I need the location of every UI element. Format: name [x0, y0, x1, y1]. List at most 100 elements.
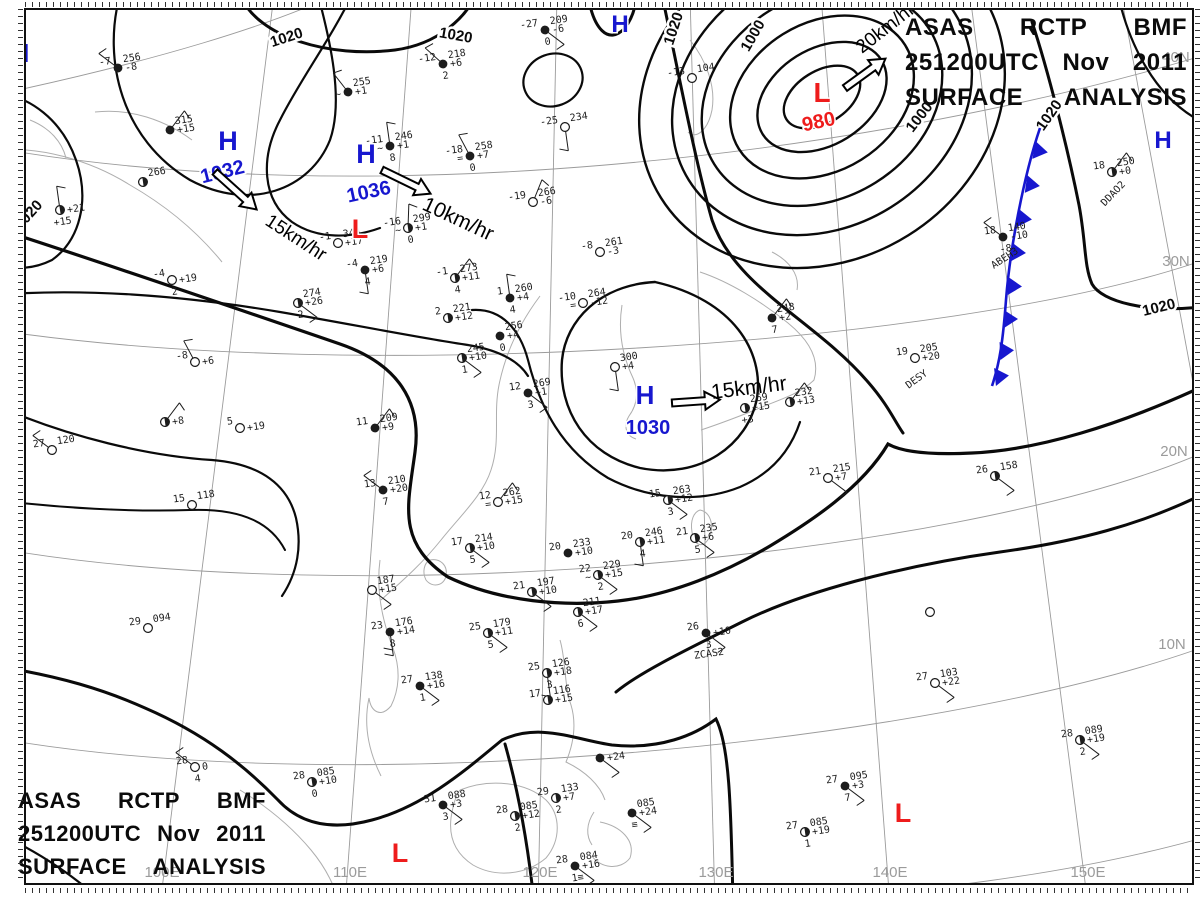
- station-symbol-half-fill: [555, 793, 561, 803]
- wind-barb-tick: [384, 653, 394, 657]
- station-pressure: 258: [474, 140, 493, 153]
- title-line: SURFACE ANALYSIS: [18, 854, 266, 880]
- station-symbol-open: [186, 499, 198, 511]
- parallel-line: [25, 650, 1193, 766]
- longitude-label: 120E: [522, 864, 557, 881]
- station-plot: 22 229 ~ +152: [578, 559, 624, 595]
- station-temp: 18: [1092, 160, 1105, 173]
- coastline: [25, 149, 223, 263]
- station-pressure: 260: [514, 282, 533, 295]
- station-symbol-filled: [495, 331, 505, 341]
- longitude-label: 150E: [1070, 864, 1105, 881]
- station-symbol-open: [166, 274, 178, 286]
- cold-front: [990, 127, 1048, 387]
- station-symbol-filled: [438, 800, 448, 810]
- small-oval-isobar: [522, 52, 584, 108]
- station-dewpoint: -6: [551, 23, 564, 36]
- station-pressure: 085: [316, 766, 335, 779]
- station-temp: 28: [555, 854, 568, 867]
- right-tick-marks: [1195, 9, 1200, 884]
- station-pressure: 215: [832, 462, 851, 475]
- wind-barb-tick: [589, 626, 598, 632]
- station-pressure: 256: [504, 320, 523, 333]
- station-plot: 27 120: [32, 430, 76, 456]
- station-pressure: 085: [636, 797, 655, 810]
- coastline: [687, 39, 714, 136]
- station-temp: 27: [825, 774, 838, 787]
- pressure-center-H: H: [218, 126, 238, 156]
- station-symbol-half-fill: [531, 587, 537, 597]
- station-dewpoint: +22: [941, 676, 960, 689]
- station-low-value: 5: [487, 639, 495, 651]
- isobar: [25, 236, 1193, 605]
- cold-front-line: [990, 127, 1042, 387]
- meridian-line: [537, 9, 558, 884]
- title-line: 251200UTC Nov 2011: [18, 821, 266, 847]
- coastline: [94, 110, 193, 141]
- station-plot: -8 +6: [175, 338, 215, 368]
- station-plot: -4 219+64: [345, 254, 389, 295]
- station-weather: ~: [377, 143, 385, 155]
- station-low-value: 2: [297, 309, 305, 321]
- station-dewpoint: +15: [176, 123, 195, 136]
- station-pressure: 084: [579, 850, 598, 863]
- station-temp: 27: [915, 671, 928, 684]
- wind-barb-tick: [946, 697, 955, 703]
- wind-barb-tick: [1091, 754, 1100, 760]
- station-temp: 28: [1060, 728, 1073, 741]
- station-pressure: 104: [696, 62, 715, 75]
- isobar: [25, 845, 84, 884]
- station-ship-name: DESY: [904, 368, 930, 391]
- station-symbol-half-fill: [744, 403, 750, 413]
- station-dewpoint: +10: [468, 351, 487, 364]
- station-temp: 21: [808, 466, 821, 479]
- station-plot: 17 214+105: [450, 532, 496, 568]
- station-pressure: 221: [452, 302, 471, 315]
- station-dewpoint: +13: [796, 395, 815, 408]
- title-word: BMF: [1133, 14, 1187, 41]
- station-plot: 28 084+161≡: [555, 850, 601, 884]
- wind-barb-tick: [556, 44, 565, 50]
- station-low-value: 6: [577, 618, 585, 630]
- station-dewpoint: +12: [521, 809, 540, 822]
- coastline: [450, 782, 558, 874]
- station-dewpoint: +24: [638, 806, 657, 819]
- station-pressure: 344: [342, 227, 361, 240]
- station-low-value: 0: [311, 788, 319, 800]
- title-word: Nov: [1062, 49, 1110, 76]
- axis-label-layer: 100E 110E 120E 130E 140E 150E 40N 30N 20N 10N: [144, 49, 1189, 881]
- station-plot: 085+24≡: [627, 797, 658, 833]
- station-plot: 211+176: [572, 596, 604, 632]
- isobar: [112, 9, 337, 196]
- station-symbol-open: [46, 444, 58, 456]
- station-pressure: 197: [536, 576, 555, 589]
- station-plot: -18 258 = +70: [444, 132, 494, 174]
- station-pressure: 266: [147, 166, 166, 179]
- station-temp: 28: [292, 770, 305, 783]
- coastline: [771, 251, 798, 291]
- station-low-value: 3: [667, 506, 675, 518]
- station-dewpoint: +4: [506, 329, 519, 342]
- station-temp: 28: [175, 755, 188, 768]
- cold-front-triangle: [1024, 175, 1040, 193]
- station-low-value: 4: [364, 276, 372, 288]
- isobar: [560, 280, 760, 472]
- station-low-value: 1: [461, 364, 469, 376]
- wind-barb-tick: [609, 388, 619, 392]
- top-tick-marks: [25, 2, 1193, 7]
- meridian-line: [162, 9, 273, 884]
- isobar-label: 1020: [268, 24, 305, 50]
- station-dewpoint: +11: [461, 271, 480, 284]
- station-low-value: 2: [442, 70, 450, 82]
- isobar: [25, 99, 84, 269]
- station-symbol-open: [527, 196, 539, 208]
- station-plot: 17 116+15: [528, 684, 573, 706]
- station-symbol-open: [594, 246, 606, 258]
- station-symbol-filled: [385, 141, 395, 151]
- station-dewpoint: -12: [589, 296, 608, 309]
- station-temp: 19: [895, 346, 908, 359]
- station-temp: 23: [370, 620, 383, 633]
